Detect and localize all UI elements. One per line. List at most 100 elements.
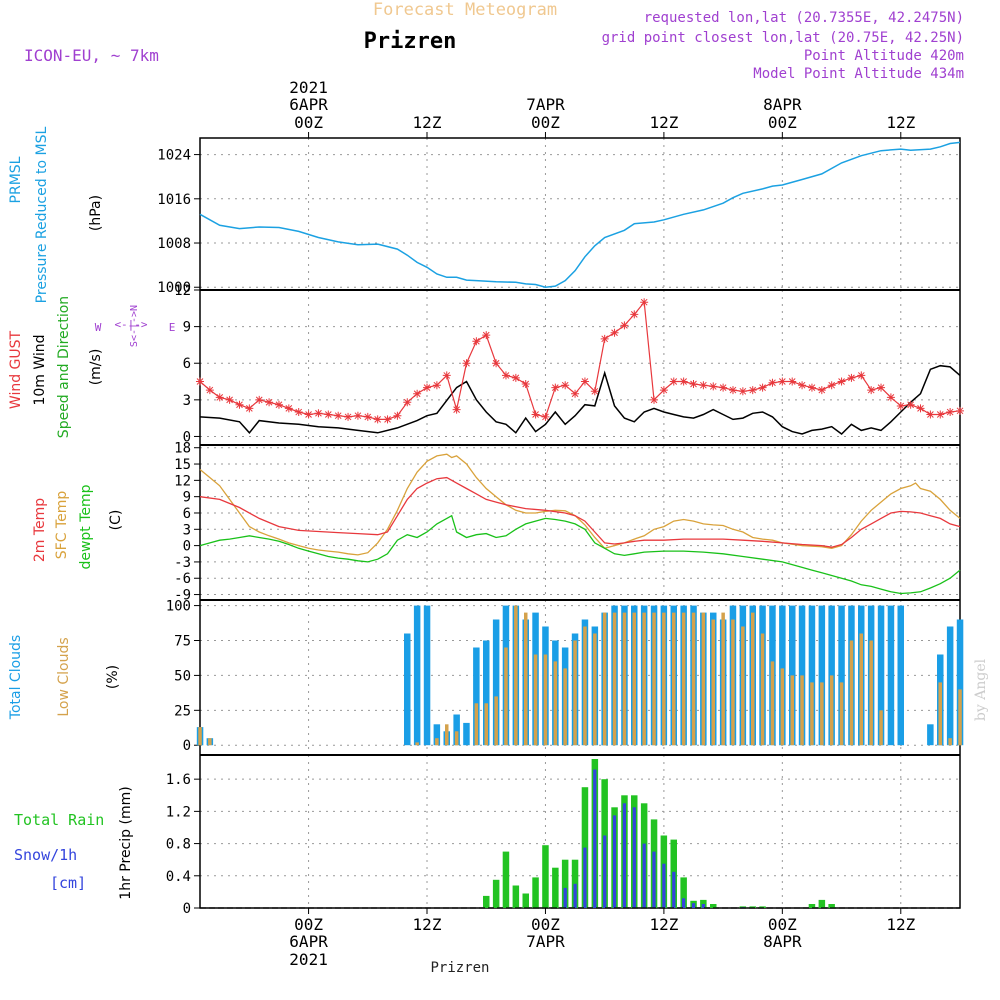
gust-label: Wind GUST — [8, 330, 24, 409]
wind-unit: (m/s) — [88, 349, 104, 386]
low-cloud-bar — [731, 619, 735, 746]
gust-marker — [274, 400, 283, 409]
rain-bar — [483, 895, 490, 908]
total-cloud-bar — [838, 605, 845, 746]
gust-marker — [798, 381, 807, 390]
gust-marker — [225, 395, 234, 404]
low-cloud-bar — [198, 727, 202, 746]
gust-marker — [571, 389, 580, 398]
point-altitude: Point Altitude 420m — [804, 48, 964, 64]
gust-marker — [758, 383, 767, 392]
low-cloud-bar — [790, 675, 794, 746]
gust-marker — [600, 334, 609, 343]
top-date-label: 8APR — [763, 95, 802, 114]
watermark: by Angel — [973, 658, 989, 721]
gust-marker — [926, 410, 935, 419]
bottom-date-label: 7APR — [526, 932, 565, 951]
gust-marker — [738, 387, 747, 396]
pressure-y-tick-label: 1008 — [157, 236, 191, 252]
top-time-label: 00Z — [294, 113, 323, 132]
low-cloud-bar — [938, 682, 942, 746]
total-cloud-bar — [492, 619, 500, 746]
direction-label: Speed and Direction — [56, 296, 72, 438]
gust-marker — [324, 410, 333, 419]
sfc-label: SFC Temp — [54, 491, 70, 560]
t2m-line — [199, 476, 961, 548]
precip-y-tick-label: 1.6 — [166, 772, 191, 788]
snow-bar — [622, 803, 626, 908]
total-cloud-bar — [433, 724, 441, 746]
sfc-temp-line — [199, 453, 961, 556]
gust-marker — [531, 410, 540, 419]
low-cloud-bar — [573, 640, 577, 746]
gust-marker — [867, 386, 876, 395]
total-cloud-bar — [877, 605, 885, 746]
dew-label: dewpt Temp — [78, 484, 94, 569]
bottom-date-label: 8APR — [763, 932, 802, 951]
total-cloud-bar — [808, 605, 816, 746]
bottom-time-label: 00Z — [768, 915, 797, 934]
gust-marker — [857, 371, 866, 380]
top-time-label: 12Z — [649, 113, 678, 132]
precip-y-tick-label: 0 — [183, 901, 191, 917]
snow-bar — [583, 847, 587, 908]
rain-bar — [828, 904, 835, 908]
dewpt-line — [199, 514, 961, 595]
pressure-y-tick-label: 1024 — [157, 148, 191, 164]
snow-bar — [612, 815, 617, 908]
low-clouds-label: Low Clouds — [56, 637, 72, 716]
gust-marker — [561, 381, 570, 390]
low-cloud-bar — [583, 626, 587, 746]
total-cloud-bar — [463, 722, 470, 746]
top-time-label: 00Z — [531, 113, 560, 132]
low-cloud-bar — [415, 742, 419, 746]
gust-marker — [245, 404, 254, 413]
gust-marker — [472, 337, 481, 346]
low-cloud-bar — [524, 612, 528, 746]
compass-west: W — [95, 321, 102, 334]
total-cloud-bar — [483, 640, 490, 746]
low-cloud-bar — [770, 661, 775, 746]
snow-bar — [593, 769, 597, 908]
gust-marker — [215, 393, 224, 402]
gust-marker — [423, 383, 432, 392]
gust-marker — [748, 386, 757, 395]
low-cloud-bar — [662, 612, 666, 746]
rain-bar — [532, 877, 539, 908]
temp-y-tick-label: 18 — [174, 441, 191, 457]
gust-marker — [896, 401, 905, 410]
gust-marker — [807, 383, 816, 392]
grid-coords: grid point closest lon,lat (20.75E, 42.2… — [602, 30, 964, 46]
total-cloud-bar — [946, 626, 954, 746]
pressure-line — [199, 141, 961, 288]
model-altitude: Model Point Altitude 434m — [753, 66, 964, 82]
gust-marker — [817, 386, 826, 395]
gust-marker — [847, 373, 856, 382]
low-cloud-bar — [681, 612, 686, 746]
gust-marker — [620, 321, 629, 330]
temp-y-tick-label: 12 — [174, 473, 191, 489]
snow-bar — [603, 835, 607, 908]
low-cloud-bar — [820, 682, 824, 746]
low-cloud-bar — [869, 640, 873, 746]
compass-ew-arrow: <-|-> — [114, 318, 147, 331]
snow-bar — [642, 843, 646, 908]
prmsl-label: PRMSL — [8, 156, 24, 203]
compass-east: E — [169, 321, 176, 334]
total-cloud-bar — [473, 647, 480, 746]
low-cloud-bar — [504, 647, 508, 746]
rain-bar — [542, 845, 549, 908]
snow-bar — [632, 807, 636, 908]
low-cloud-bar — [711, 619, 715, 746]
low-cloud-bar — [879, 710, 883, 746]
snow-bar — [672, 871, 676, 908]
gust-marker — [669, 377, 678, 386]
gust-marker — [265, 398, 274, 407]
rain-bar — [759, 906, 766, 908]
gust-marker — [294, 408, 303, 417]
requested-coords: requested lon,lat (20.7355E, 42.2475N) — [644, 10, 964, 26]
temp-y-tick-label: -6 — [174, 571, 191, 587]
low-cloud-bar — [839, 682, 844, 746]
snow-bar — [662, 863, 666, 908]
clouds-unit: (%) — [105, 665, 121, 689]
